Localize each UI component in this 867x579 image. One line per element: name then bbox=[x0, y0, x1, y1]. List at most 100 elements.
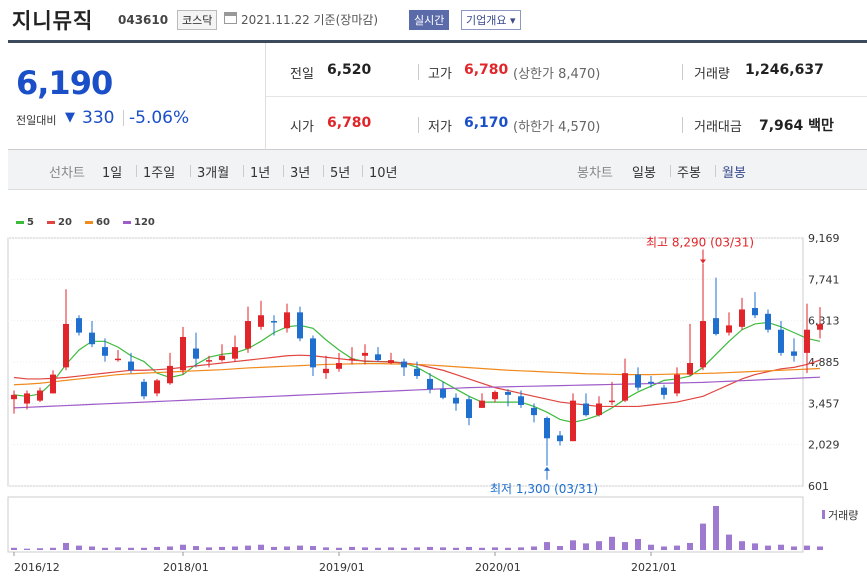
realtime-button[interactable]: 실시간 bbox=[409, 10, 450, 30]
ma-120-line bbox=[13, 376, 821, 409]
volume-bar bbox=[37, 548, 43, 550]
volume-bar bbox=[284, 546, 290, 550]
volume-bar bbox=[89, 546, 95, 550]
candle-body bbox=[310, 338, 316, 368]
candle-body bbox=[596, 403, 602, 416]
volume-bar bbox=[505, 547, 511, 550]
volume-label: 거래량 bbox=[694, 67, 730, 82]
candle-body bbox=[505, 391, 511, 395]
amount-label: 거래대금 bbox=[694, 120, 742, 135]
volume-bar bbox=[154, 546, 160, 550]
volume-bar bbox=[583, 543, 589, 550]
legend-label-20: 20 bbox=[58, 217, 72, 228]
volume-bar bbox=[713, 506, 719, 550]
volume-bar bbox=[141, 547, 147, 550]
candle-body bbox=[375, 354, 381, 361]
volume-bar bbox=[271, 546, 277, 550]
volume-bar bbox=[180, 544, 186, 550]
company-overview-dropdown[interactable]: 기업개요 ▾ bbox=[461, 10, 521, 30]
candle-body bbox=[765, 313, 771, 330]
period-bar bbox=[8, 150, 867, 190]
candle-body bbox=[349, 358, 355, 361]
volume-bar bbox=[102, 547, 108, 550]
candle-body bbox=[167, 365, 173, 384]
period-2[interactable]: 3개월 bbox=[197, 166, 230, 181]
volume-bar bbox=[765, 545, 771, 550]
y-tick-label: 9,169 bbox=[808, 232, 840, 245]
upper-limit: (상한가 8,470) bbox=[513, 67, 601, 82]
volume-bar bbox=[518, 547, 524, 550]
y-tick-label: 2,029 bbox=[808, 439, 840, 452]
candle-period-0[interactable]: 일봉 bbox=[632, 166, 656, 181]
volume-bar bbox=[596, 541, 602, 550]
line-chart-label: 선차트 bbox=[49, 166, 85, 181]
period-1[interactable]: 1주일 bbox=[143, 166, 176, 181]
candle-period-1[interactable]: 주봉 bbox=[677, 166, 701, 181]
legend-swatch-120 bbox=[123, 221, 131, 224]
candle-body bbox=[245, 321, 251, 349]
volume-bar bbox=[193, 546, 199, 550]
change-separator bbox=[123, 110, 124, 126]
candle-body bbox=[609, 400, 615, 403]
volume-bar bbox=[570, 540, 576, 550]
volume-bar bbox=[648, 544, 654, 550]
volume-bar bbox=[245, 545, 251, 550]
period-0[interactable]: 1일 bbox=[102, 166, 123, 181]
period-6[interactable]: 10년 bbox=[369, 166, 398, 181]
candle-body bbox=[518, 396, 524, 405]
candle-body bbox=[401, 361, 407, 368]
period-3[interactable]: 1년 bbox=[250, 166, 271, 181]
panel-divider bbox=[265, 43, 266, 150]
period-divider bbox=[323, 165, 324, 177]
period-4[interactable]: 3년 bbox=[290, 166, 311, 181]
candle-body bbox=[440, 389, 446, 398]
volume-bar bbox=[401, 547, 407, 550]
candle-body bbox=[297, 312, 303, 339]
period-divider bbox=[715, 165, 716, 177]
candle-body bbox=[89, 332, 95, 345]
candle-body bbox=[271, 321, 277, 323]
volume-bar bbox=[232, 546, 238, 550]
legend-label-120: 120 bbox=[134, 217, 155, 228]
volume-bar bbox=[804, 545, 810, 550]
prev-close-value: 6,520 bbox=[327, 62, 372, 78]
volume-bar bbox=[50, 547, 56, 550]
candle-body bbox=[76, 318, 82, 333]
candle-body bbox=[414, 368, 420, 377]
x-tick-label: 2021/01 bbox=[631, 561, 677, 574]
y-tick-label: 3,457 bbox=[808, 397, 840, 410]
period-5[interactable]: 5년 bbox=[330, 166, 351, 181]
volume-bar bbox=[349, 546, 355, 550]
x-tick-label: 2019/01 bbox=[319, 561, 365, 574]
volume-bar bbox=[674, 545, 680, 550]
candle-body bbox=[323, 368, 329, 374]
volume-bar bbox=[752, 543, 758, 550]
down-triangle-icon: ▼ bbox=[65, 110, 75, 125]
volume-bar bbox=[219, 546, 225, 550]
volume-bar bbox=[24, 548, 30, 550]
low-value: 6,170 bbox=[464, 115, 509, 131]
candle-body bbox=[583, 403, 589, 416]
cell-separator bbox=[418, 117, 419, 133]
prev-close-label: 전일 bbox=[290, 67, 314, 82]
open-value: 6,780 bbox=[327, 115, 372, 131]
candle-period-2[interactable]: 월봉 bbox=[722, 166, 746, 181]
volume-bar bbox=[609, 536, 615, 550]
candle-body bbox=[102, 347, 108, 356]
volume-bar bbox=[76, 545, 82, 550]
max-arrow bbox=[700, 259, 706, 264]
volume-bar bbox=[128, 547, 134, 550]
period-divider bbox=[136, 165, 137, 177]
max-annotation: 최고 8,290 (03/31) bbox=[646, 235, 754, 249]
volume-bar bbox=[414, 547, 420, 550]
x-tick-label: 2020/01 bbox=[475, 561, 521, 574]
candle-body bbox=[635, 374, 641, 388]
candle-body bbox=[232, 347, 238, 359]
candle-body bbox=[141, 381, 147, 397]
candle-body bbox=[427, 378, 433, 390]
calendar-icon bbox=[224, 12, 237, 24]
volume-bar bbox=[297, 545, 303, 550]
stock-code: 043610 bbox=[118, 13, 169, 27]
candle-body bbox=[648, 381, 654, 384]
candle-body bbox=[24, 393, 30, 404]
